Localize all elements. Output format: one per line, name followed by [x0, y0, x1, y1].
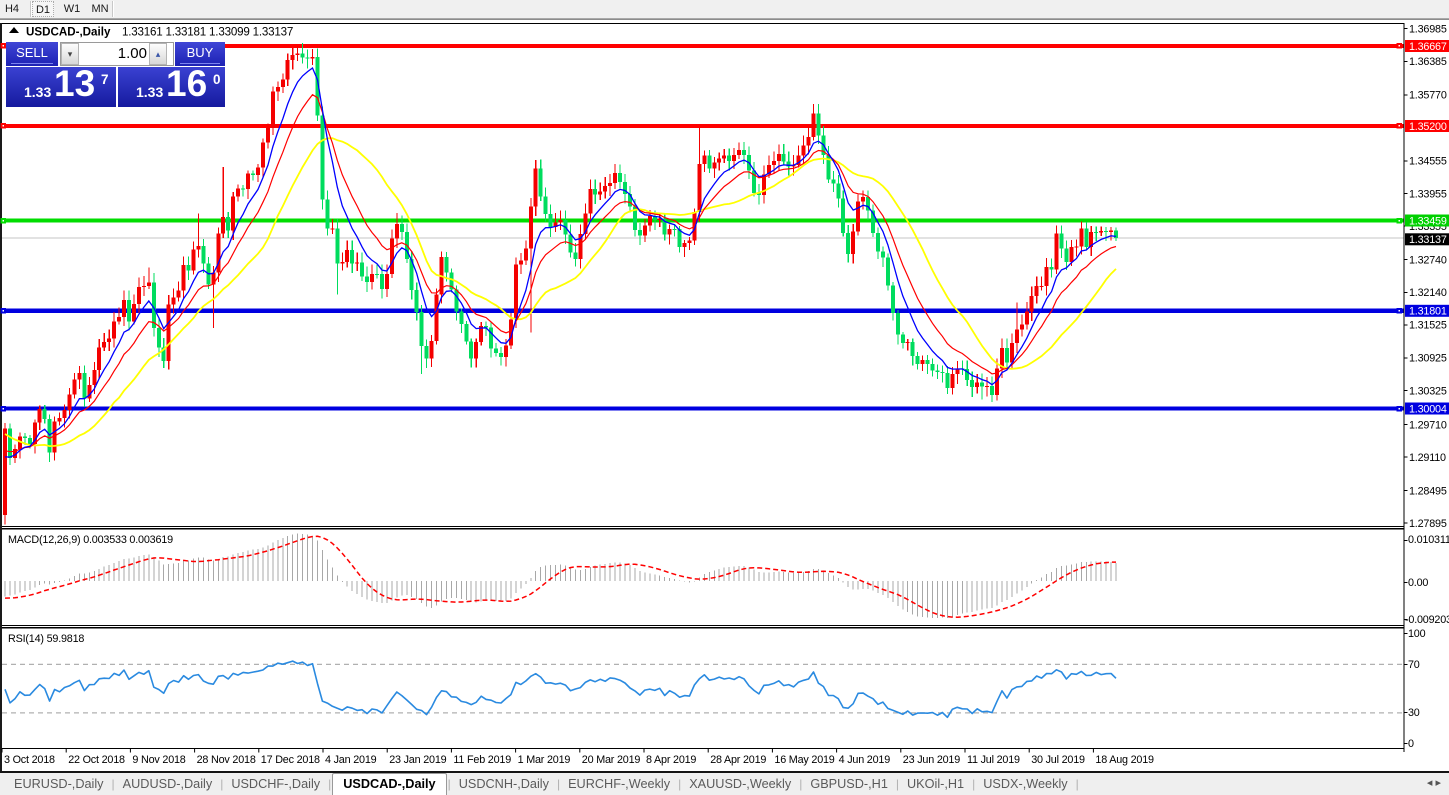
svg-text:USDCAD-,Daily: USDCAD-,Daily [26, 26, 111, 39]
svg-text:0.010311: 0.010311 [1408, 534, 1449, 546]
svg-text:1.32140: 1.32140 [1409, 287, 1447, 299]
svg-text:1.35200: 1.35200 [1409, 121, 1447, 133]
svg-text:1.29710: 1.29710 [1409, 420, 1447, 432]
svg-text:1.36385: 1.36385 [1409, 56, 1447, 68]
svg-text:1.31801: 1.31801 [1409, 306, 1447, 318]
svg-text:4 Jan 2019: 4 Jan 2019 [325, 754, 377, 766]
svg-text:9 Nov 2018: 9 Nov 2018 [132, 754, 185, 766]
svg-text:1.30004: 1.30004 [1409, 403, 1447, 415]
svg-text:1.33137: 1.33137 [1409, 234, 1447, 246]
svg-text:30: 30 [1408, 707, 1420, 719]
svg-text:4 Jun 2019: 4 Jun 2019 [839, 754, 891, 766]
svg-text:18 Aug 2019: 18 Aug 2019 [1095, 754, 1154, 766]
svg-text:0.00: 0.00 [1408, 577, 1428, 589]
svg-text:23 Jun 2019: 23 Jun 2019 [903, 754, 960, 766]
svg-text:23 Jan 2019: 23 Jan 2019 [389, 754, 446, 766]
svg-text:8 Apr 2019: 8 Apr 2019 [646, 754, 696, 766]
svg-text:0: 0 [1408, 738, 1414, 750]
svg-text:1.30925: 1.30925 [1409, 353, 1447, 365]
svg-text:28 Apr 2019: 28 Apr 2019 [710, 754, 766, 766]
svg-text:1.36667: 1.36667 [1409, 41, 1447, 53]
svg-text:28 Nov 2018: 28 Nov 2018 [197, 754, 256, 766]
svg-text:11 Jul 2019: 11 Jul 2019 [967, 754, 1020, 766]
svg-text:1.31525: 1.31525 [1409, 320, 1447, 332]
svg-text:-0.009203: -0.009203 [1405, 614, 1449, 626]
svg-text:1 Mar 2019: 1 Mar 2019 [518, 754, 571, 766]
svg-text:1.29110: 1.29110 [1409, 452, 1446, 464]
svg-text:RSI(14) 59.9818: RSI(14) 59.9818 [8, 633, 84, 645]
svg-text:20 Mar 2019: 20 Mar 2019 [582, 754, 641, 766]
svg-text:1.28495: 1.28495 [1409, 485, 1447, 497]
svg-text:70: 70 [1408, 659, 1420, 671]
svg-text:1.33161 1.33181 1.33099 1.3313: 1.33161 1.33181 1.33099 1.33137 [122, 26, 293, 39]
svg-text:11 Feb 2019: 11 Feb 2019 [453, 754, 511, 766]
svg-text:1.32740: 1.32740 [1409, 254, 1447, 266]
svg-text:1.34555: 1.34555 [1409, 156, 1447, 168]
svg-text:1.35770: 1.35770 [1409, 90, 1447, 102]
svg-text:1.30325: 1.30325 [1409, 386, 1447, 398]
svg-text:1.27895: 1.27895 [1409, 518, 1447, 530]
svg-text:1.36985: 1.36985 [1409, 24, 1447, 36]
svg-text:1.33459: 1.33459 [1409, 215, 1447, 227]
svg-text:100: 100 [1408, 628, 1426, 640]
svg-text:30 Jul 2019: 30 Jul 2019 [1031, 754, 1085, 766]
svg-text:17 Dec 2018: 17 Dec 2018 [261, 754, 320, 766]
svg-text:MACD(12,26,9) 0.003533 0.00361: MACD(12,26,9) 0.003533 0.003619 [8, 534, 173, 546]
svg-text:1.33955: 1.33955 [1409, 188, 1447, 200]
svg-text:22 Oct 2018: 22 Oct 2018 [68, 754, 125, 766]
svg-text:3 Oct 2018: 3 Oct 2018 [4, 754, 55, 766]
svg-text:16 May 2019: 16 May 2019 [774, 754, 834, 766]
